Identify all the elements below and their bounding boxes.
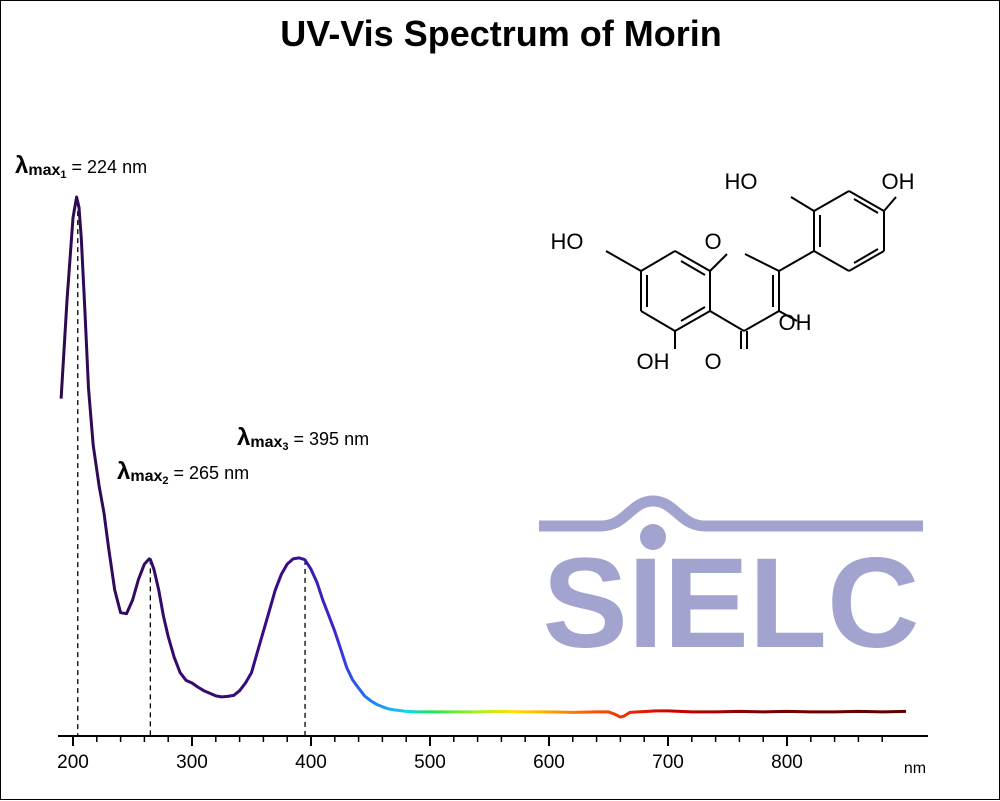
watermark-text: SIELC xyxy=(543,532,920,675)
hydroxyl-label: HO xyxy=(725,169,758,194)
morin-structure: HO OH HO O OH OH O xyxy=(551,169,915,374)
ring-oxygen-label: O xyxy=(704,229,721,254)
hydroxyl-label: OH xyxy=(779,310,812,335)
chart-title: UV-Vis Spectrum of Morin xyxy=(280,13,722,54)
x-tick-label: 400 xyxy=(295,752,327,773)
watermark-dot xyxy=(640,524,666,550)
sielc-watermark: SIELC xyxy=(539,495,923,675)
peak-annotation: λmax3 = 395 nm xyxy=(237,424,369,453)
x-tick-label: 200 xyxy=(57,752,89,773)
hydroxyl-label: OH xyxy=(882,169,915,194)
x-axis: nm xyxy=(58,735,928,777)
carbonyl-oxygen-label: O xyxy=(704,349,721,374)
peak-annotation: λmax2 = 265 nm xyxy=(117,458,249,487)
x-tick-label: 500 xyxy=(414,752,446,773)
watermark-swoosh xyxy=(539,495,923,532)
x-tick-label: 300 xyxy=(176,752,208,773)
x-tick-label: 800 xyxy=(771,752,803,773)
peak-markers xyxy=(77,202,306,736)
x-tick-label: 700 xyxy=(652,752,684,773)
hydroxyl-label: HO xyxy=(551,229,584,254)
peak-annotations: λmax1 = 224 nm λmax2 = 265 nm λmax3 = 395 … xyxy=(15,152,369,487)
peak-annotation: λmax1 = 224 nm xyxy=(15,152,147,181)
x-ticks: 200 300 400 500 600 700 800 xyxy=(57,736,883,773)
x-axis-label: nm xyxy=(904,760,926,777)
spectrum-curve xyxy=(59,195,907,719)
hydroxyl-label: OH xyxy=(637,349,670,374)
x-tick-label: 600 xyxy=(533,752,565,773)
spectrum-line xyxy=(59,195,907,719)
